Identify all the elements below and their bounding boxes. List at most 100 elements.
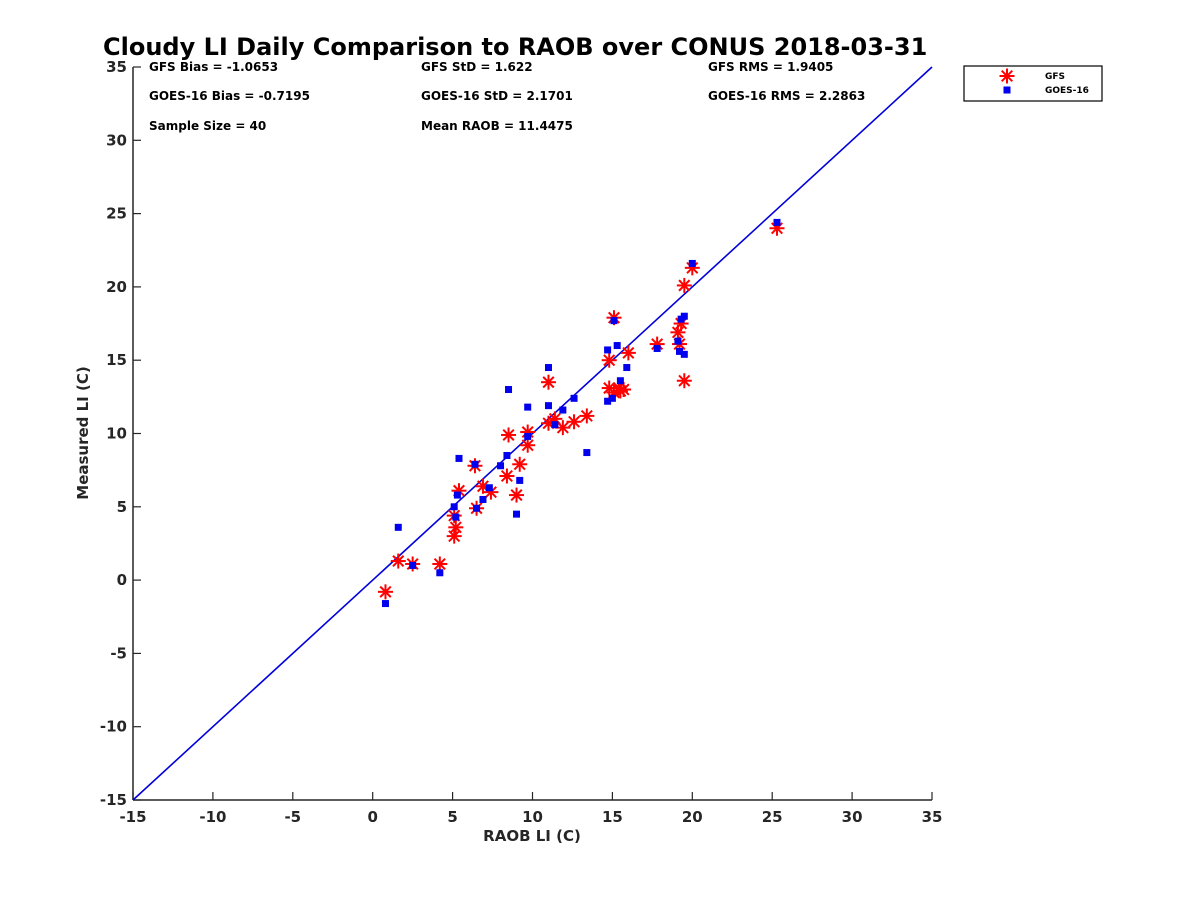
y-tick-label: 0 [117,571,127,589]
goes-16-point [450,503,458,511]
goes-16-point [473,504,481,512]
gfs-point [512,456,528,472]
legend-box [963,65,1103,102]
goes-16-point [505,386,513,394]
gfs-point [616,382,632,398]
x-tick-label: 25 [762,808,783,826]
x-tick-label: 20 [682,808,703,826]
y-tick-label: -10 [100,718,127,736]
goes-16-point [544,364,552,372]
goes-16-point [455,454,463,462]
goes-16-point [516,476,524,484]
goes-16-point [513,510,521,518]
gfs-point [540,374,556,390]
stat-sample-size: Sample Size = 40 [149,119,266,133]
stat-goes-bias: GOES-16 Bias = -0.7195 [149,89,310,103]
goes-16-point [616,377,624,385]
stat-goes-rms: GOES-16 RMS = 2.2863 [708,89,865,103]
y-axis-ticks: -15 -10 -5 0 5 10 15 20 25 30 35 [100,58,141,809]
y-tick-label: 25 [106,205,127,223]
x-tick-label: -5 [284,808,301,826]
stat-gfs-rms: GFS RMS = 1.9405 [708,60,833,74]
x-tick-label: -15 [119,808,146,826]
gfs-point [390,553,406,569]
gfs-point [499,468,515,484]
goes-16-point [479,495,487,503]
goes-16-point [676,347,684,355]
goes-16-point [551,421,559,429]
y-tick-label: 10 [106,425,127,443]
stat-gfs-bias: GFS Bias = -1.0653 [149,60,278,74]
goes-16-point [544,402,552,410]
goes-16-point [688,259,696,267]
legend-gfs-asterisk [999,68,1015,84]
goes-16-point [524,432,532,440]
goes-16-point [453,491,461,499]
goes-16-point [583,449,591,457]
stat-gfs-std: GFS StD = 1.622 [421,60,533,74]
legend-gfs-marker [999,68,1015,84]
goes-16-point [452,513,460,521]
goes-16-point [436,569,444,577]
goes-16-point [394,523,402,531]
goes-16-point [680,312,688,320]
series-gfs [377,220,785,600]
goes-16-point [381,600,389,608]
gfs-point [676,277,692,293]
y-tick-label: 35 [106,58,127,76]
x-tick-label: 35 [922,808,943,826]
y-tick-label: -15 [100,791,127,809]
x-tick-label: 10 [522,808,543,826]
plot-area: -15 -10 -5 0 5 10 15 20 25 30 35 -15 -10 -5 0 5 10 15 20 2… [100,58,943,826]
legend-goes-16-marker [1003,86,1011,94]
x-tick-label: 30 [842,808,863,826]
legend-label-goes-16: GOES-16 [1045,86,1089,96]
gfs-point [377,584,393,600]
x-tick-label: -10 [199,808,226,826]
gfs-point [520,437,536,453]
goes-16-point [623,364,631,372]
statistics-annotations: GFS Bias = -1.0653 GFS StD = 1.622 GFS R… [149,60,865,133]
y-axis-label: Measured LI (C) [74,366,92,499]
stat-goes-std: GOES-16 StD = 2.1701 [421,89,573,103]
y-tick-label: 20 [106,278,127,296]
x-tick-label: 15 [602,808,623,826]
goes-16-point [610,317,618,325]
goes-16-point [674,337,682,345]
goes-16-point [409,561,417,569]
gfs-point [566,414,582,430]
chart-title: Cloudy LI Daily Comparison to RAOB over … [103,33,927,61]
one-to-one-reference-line [132,66,933,801]
goes-16-point [604,397,612,405]
goes-16-point [524,403,532,411]
series-goes-16 [381,218,781,608]
legend-goes-16-square [1003,86,1011,94]
gfs-point [432,556,448,572]
goes-16-point [608,394,616,402]
gfs-point [501,427,517,443]
y-tick-label: 30 [106,131,127,149]
x-axis-ticks: -15 -10 -5 0 5 10 15 20 25 30 35 [119,792,942,826]
goes-16-point [485,484,493,492]
x-axis-label: RAOB LI (C) [483,827,581,845]
stat-mean-raob: Mean RAOB = 11.4475 [421,119,573,133]
legend-label-gfs: GFS [1045,72,1065,82]
goes-16-point [471,460,479,468]
goes-16-point [653,344,661,352]
goes-16-point [559,406,567,414]
x-tick-label: 0 [367,808,377,826]
goes-16-point [570,394,578,402]
gfs-point [601,352,617,368]
goes-16-point [773,218,781,226]
gfs-point [579,408,595,424]
x-tick-label: 5 [447,808,457,826]
goes-16-point [604,346,612,354]
goes-16-point [497,462,505,470]
gfs-point [509,487,525,503]
legend: GFS GOES-16 [963,65,1103,102]
y-tick-label: 15 [106,351,127,369]
y-tick-label: -5 [110,644,127,662]
y-tick-label: 5 [117,498,127,516]
gfs-point [676,373,692,389]
